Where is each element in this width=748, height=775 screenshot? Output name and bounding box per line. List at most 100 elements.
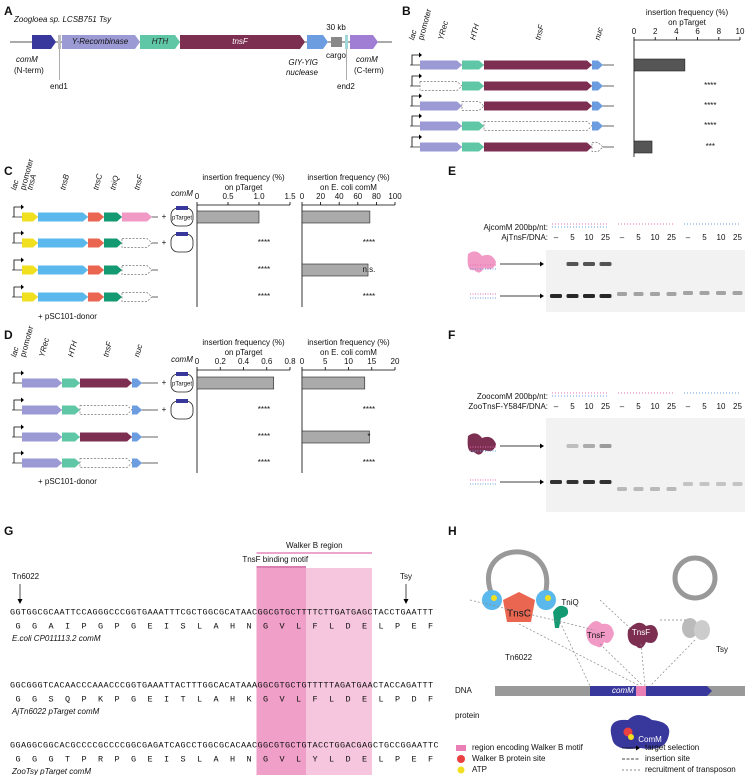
x-tick-label: 5 bbox=[323, 357, 328, 366]
gel-band bbox=[716, 482, 726, 486]
bar bbox=[301, 263, 369, 277]
donor-loop bbox=[486, 549, 550, 596]
plasmid bbox=[170, 233, 194, 253]
gene bbox=[420, 101, 462, 111]
dashed-link bbox=[469, 599, 596, 631]
comm-note: (N-term) bbox=[14, 66, 44, 75]
significance-label: **** bbox=[363, 292, 375, 301]
plasmid-target bbox=[176, 206, 188, 210]
nuclease-label: nuclease bbox=[286, 68, 319, 77]
gel-band bbox=[583, 480, 595, 484]
end-label: end2 bbox=[337, 82, 355, 91]
promoter-head bbox=[21, 257, 24, 263]
cargo-label: cargo bbox=[326, 51, 347, 60]
plasmid-target bbox=[176, 399, 188, 403]
promoter-head bbox=[419, 113, 422, 119]
comm-label: comM bbox=[16, 55, 38, 64]
plus-sign: + bbox=[162, 405, 167, 414]
axis-title: on pTarget bbox=[225, 348, 264, 357]
x-tick-label: 0 bbox=[300, 357, 305, 366]
gel-band bbox=[650, 292, 660, 296]
promoter-arrow bbox=[411, 75, 419, 86]
significance-label: **** bbox=[363, 405, 375, 414]
axis-title: insertion frequency (%) bbox=[202, 173, 285, 182]
lane-label: – bbox=[620, 402, 625, 411]
legend-label: ATP bbox=[472, 765, 487, 774]
lane-label: 25 bbox=[601, 233, 610, 242]
promoter-head bbox=[21, 204, 24, 210]
plus-sign: + bbox=[162, 238, 167, 247]
dashed-link bbox=[599, 599, 631, 629]
promoter-arrow bbox=[13, 426, 21, 437]
region-highlight bbox=[306, 568, 372, 775]
gene-label: HTH bbox=[468, 23, 481, 41]
significance-label: **** bbox=[258, 292, 270, 301]
gene-label: tnsF bbox=[533, 23, 546, 41]
gene bbox=[420, 121, 462, 131]
x-tick-label: 20 bbox=[316, 192, 325, 201]
gene bbox=[484, 81, 592, 91]
gene bbox=[22, 238, 38, 248]
gel-band bbox=[566, 294, 579, 298]
gel-band bbox=[599, 262, 612, 266]
comm-note: (C-term) bbox=[354, 66, 384, 75]
donor-loop bbox=[672, 555, 718, 601]
lane-label: 25 bbox=[667, 402, 676, 411]
x-tick-label: 0.4 bbox=[238, 357, 250, 366]
gene bbox=[121, 238, 153, 248]
sequence-name: E.coli CP011113.2 comM bbox=[12, 634, 101, 643]
donor-label: + pSC101-donor bbox=[38, 312, 97, 321]
arrow-head bbox=[540, 293, 544, 299]
probe-label: AjcomM 200bp/nt: bbox=[484, 223, 548, 232]
gene bbox=[132, 458, 142, 468]
gene bbox=[22, 405, 62, 415]
x-tick-label: 0 bbox=[300, 192, 305, 201]
system-label: Tn6022 bbox=[505, 653, 533, 662]
axis-title: on pTarget bbox=[225, 183, 264, 192]
gene bbox=[483, 121, 593, 131]
lane-label: 10 bbox=[651, 233, 660, 242]
lane-label: – bbox=[686, 402, 691, 411]
gene-label: tnsC bbox=[91, 173, 104, 191]
protein-label: TniQ bbox=[561, 598, 578, 607]
gene bbox=[88, 212, 104, 222]
gene-nuclease bbox=[307, 35, 328, 49]
x-tick-label: 0.5 bbox=[222, 192, 234, 201]
plus-sign: + bbox=[162, 378, 167, 387]
lane-label: 5 bbox=[702, 233, 707, 242]
x-tick-label: 80 bbox=[372, 192, 381, 201]
gene bbox=[22, 378, 62, 388]
tnsf-aj bbox=[586, 621, 614, 648]
significance-label: **** bbox=[258, 405, 270, 414]
gene bbox=[419, 81, 463, 91]
bar bbox=[301, 210, 371, 224]
lane-label: 5 bbox=[570, 233, 575, 242]
plasmid-target bbox=[176, 232, 188, 236]
gel-band bbox=[599, 444, 612, 448]
gene bbox=[104, 238, 122, 248]
promoter-label: lac bbox=[407, 29, 418, 41]
significance-label: **** bbox=[704, 81, 716, 90]
gene-label: tnsF bbox=[101, 340, 114, 358]
gene bbox=[462, 142, 484, 152]
promoter-arrow bbox=[13, 399, 21, 410]
dashed-link bbox=[559, 621, 591, 687]
atp bbox=[545, 595, 551, 601]
promoter-label: promoter bbox=[416, 7, 433, 41]
region-label: Walker B region bbox=[286, 541, 343, 550]
x-tick-label: 0 bbox=[195, 357, 200, 366]
gene bbox=[121, 292, 153, 302]
gene bbox=[420, 142, 462, 152]
lane-label: 10 bbox=[717, 402, 726, 411]
significance-label: **** bbox=[363, 458, 375, 467]
gene bbox=[38, 265, 88, 275]
gene-hth bbox=[140, 35, 180, 49]
gene bbox=[461, 101, 485, 111]
legend-label: insertion site bbox=[645, 754, 690, 763]
protein-label: ComM bbox=[638, 735, 662, 744]
gene bbox=[132, 378, 142, 388]
protein-label: TnsC bbox=[507, 609, 531, 620]
panel-label: F bbox=[448, 328, 455, 342]
gene bbox=[592, 101, 603, 111]
